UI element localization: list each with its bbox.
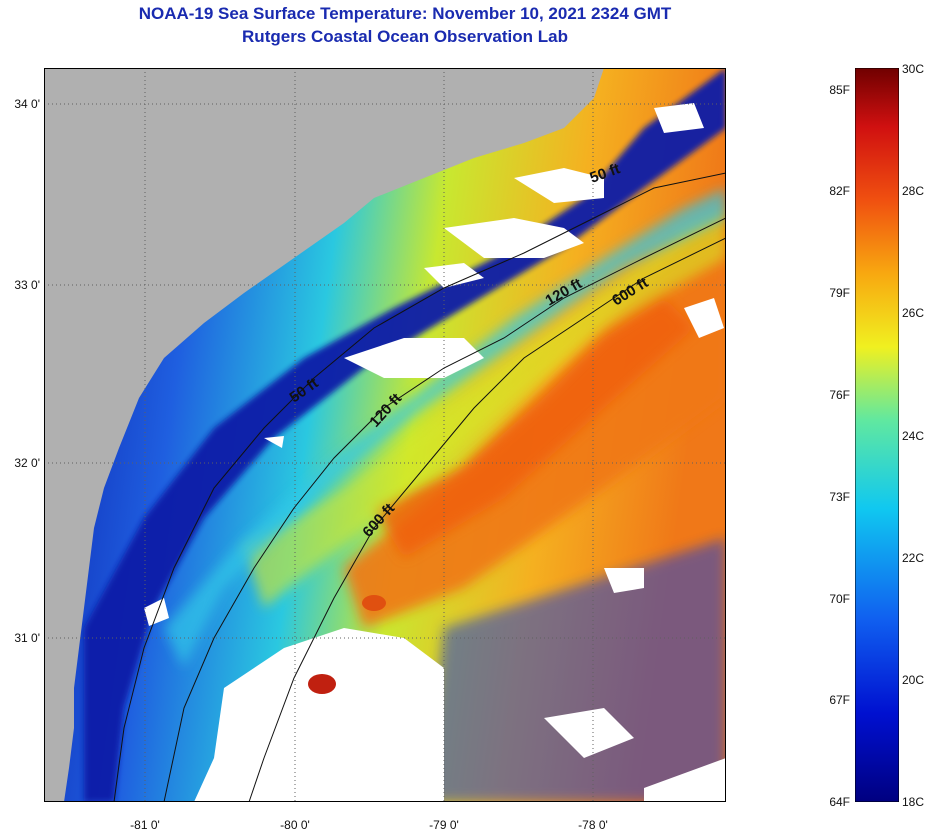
- f-label-79: 79F: [829, 286, 850, 300]
- lat-label-33: 33 0': [14, 278, 40, 292]
- f-label-85: 85F: [829, 83, 850, 97]
- c-label-20: 20C: [902, 673, 925, 687]
- land-coastline: [44, 68, 604, 802]
- c-label-28: 28C: [902, 184, 925, 198]
- warm-core-area: [374, 298, 694, 558]
- lon-label-79: -79 0': [429, 818, 459, 832]
- warm-patch: [308, 674, 336, 694]
- cloud-cover: [144, 103, 726, 802]
- f-label-67: 67F: [829, 693, 850, 707]
- map-frame: [44, 68, 726, 802]
- lat-label-32: 32 0': [14, 456, 40, 470]
- isobath-600ft-line: [248, 237, 726, 802]
- f-label-70: 70F: [829, 592, 850, 606]
- f-label-64: 64F: [829, 795, 850, 809]
- f-label-73: 73F: [829, 490, 850, 504]
- nearshore-cold-band: [84, 68, 726, 802]
- f-label-76: 76F: [829, 388, 850, 402]
- inner-shelf-band: [164, 188, 726, 668]
- lon-label-80: -80 0': [280, 818, 310, 832]
- map-subtitle: Rutgers Coastal Ocean Observation Lab: [242, 27, 568, 46]
- map-title: NOAA-19 Sea Surface Temperature: Novembe…: [138, 4, 672, 23]
- c-label-24: 24C: [902, 429, 925, 443]
- lon-label-81: -81 0': [130, 818, 160, 832]
- isobath-50ft-line: [113, 172, 726, 802]
- sst-map: 50 ft 50 ft 120 ft 120 ft 600 ft 600 ft: [44, 68, 726, 802]
- southern-cold-area: [424, 538, 726, 802]
- c-label-18: 18C: [902, 795, 925, 809]
- c-label-30: 30C: [902, 62, 925, 76]
- c-label-22: 22C: [902, 551, 925, 565]
- isobath-120ft-line: [163, 217, 726, 802]
- colorbar-ramp: [855, 68, 899, 802]
- temperature-colorbar: [855, 68, 899, 802]
- mid-shelf-band: [244, 208, 726, 608]
- f-label-82: 82F: [829, 184, 850, 198]
- lat-label-34: 34 0': [14, 97, 40, 111]
- lat-label-31: 31 0': [14, 631, 40, 645]
- lon-label-78: -78 0': [578, 818, 608, 832]
- warm-patch: [362, 595, 386, 611]
- c-label-26: 26C: [902, 306, 925, 320]
- graticule: [44, 68, 726, 802]
